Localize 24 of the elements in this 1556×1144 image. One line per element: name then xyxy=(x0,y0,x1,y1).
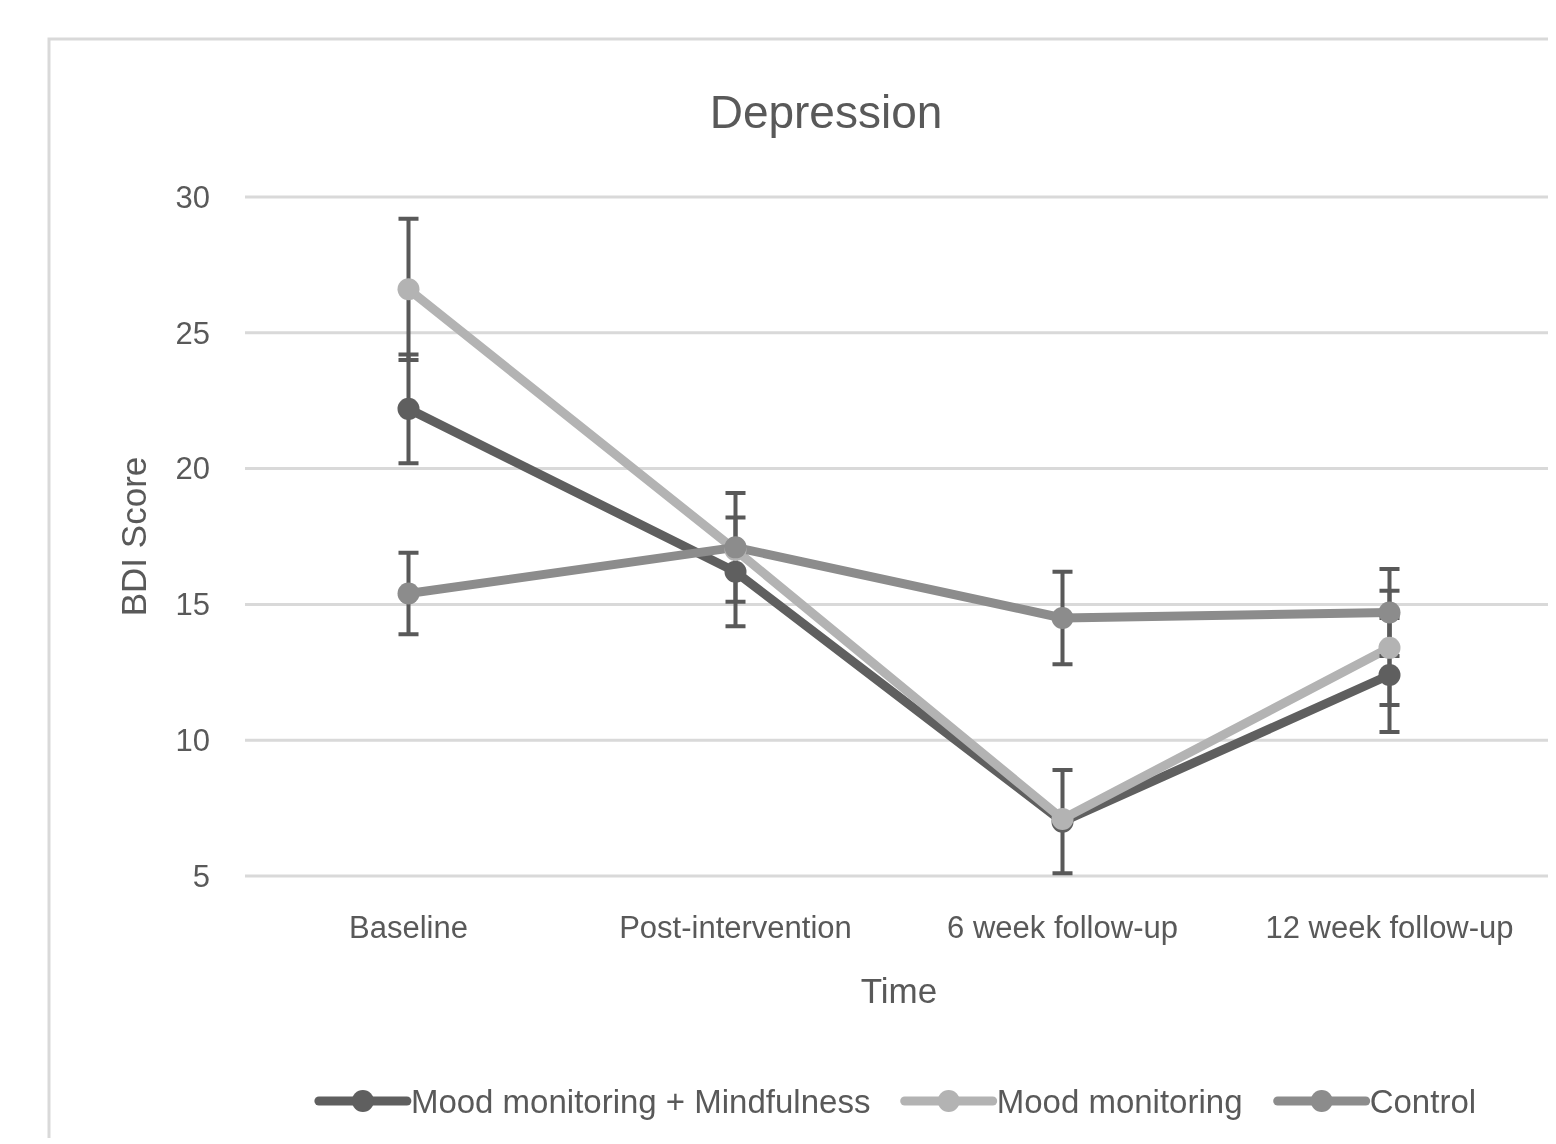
x-tick-label: 6 week follow-up xyxy=(947,910,1178,945)
x-axis-title: Time xyxy=(860,971,938,1010)
y-tick-label: 10 xyxy=(175,723,210,759)
legend-label: Mood monitoring xyxy=(996,1082,1243,1120)
point xyxy=(397,582,420,605)
point xyxy=(397,397,420,420)
x-tick-label: 12 week follow-up xyxy=(1265,910,1514,945)
point xyxy=(1378,636,1401,659)
x-tick-label: Post-intervention xyxy=(619,910,852,945)
point xyxy=(1378,601,1401,624)
y-tick-label: 20 xyxy=(175,451,210,487)
point xyxy=(724,560,747,583)
y-tick-label: 5 xyxy=(192,858,210,894)
legend-label: Control xyxy=(1369,1082,1477,1120)
x-tick-label: Baseline xyxy=(349,910,468,945)
y-axis-title: BDI Score xyxy=(114,456,153,617)
legend-label: Mood monitoring + Mindfulness xyxy=(410,1082,871,1120)
point xyxy=(1378,664,1401,687)
chart-title: Depression xyxy=(709,86,943,138)
point xyxy=(1051,606,1074,629)
y-tick-label: 30 xyxy=(175,179,210,215)
y-tick-label: 15 xyxy=(175,587,210,623)
y-tick-label: 25 xyxy=(175,315,210,351)
point xyxy=(397,278,420,301)
